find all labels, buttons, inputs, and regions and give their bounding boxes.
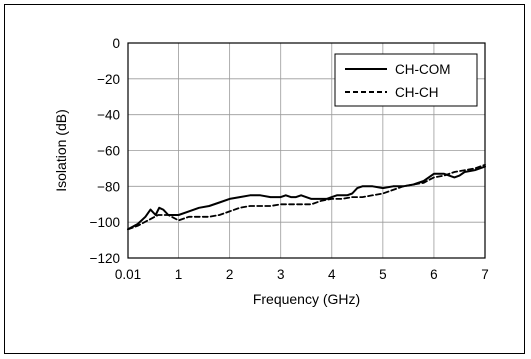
x-tick-label: 6	[430, 267, 438, 282]
y-tick-label: −20	[97, 72, 120, 87]
y-axis-title: Isolation (dB)	[53, 109, 69, 191]
x-tick-label: 2	[226, 267, 234, 282]
x-tick-label: 1	[175, 267, 183, 282]
y-tick-label: −100	[90, 215, 120, 230]
tick-labels: 0.01 1 2 3 4 5 6 7 0 −20 −40 −60 −80 −100 −120	[90, 36, 489, 282]
legend-label-ch-ch: CH-CH	[395, 85, 439, 100]
series-line-ch-ch	[127, 163, 486, 231]
series-layer	[127, 163, 486, 231]
plot-border	[127, 42, 486, 259]
legend-label-ch-com: CH-COM	[395, 62, 451, 77]
legend: CH-COM CH-CH	[334, 53, 478, 107]
y-tick-label: −40	[97, 108, 120, 123]
x-tick-label: 0.01	[115, 267, 141, 282]
y-tick-label: 0	[112, 36, 120, 51]
y-tick-label: −80	[97, 179, 120, 194]
x-tick-label: 3	[277, 267, 285, 282]
legend-box	[334, 53, 478, 107]
x-tick-label: 5	[379, 267, 387, 282]
x-tick-label: 4	[328, 267, 336, 282]
x-tick-label: 7	[481, 267, 489, 282]
x-axis-title: Frequency (GHz)	[253, 291, 360, 307]
y-tick-label: −120	[90, 251, 120, 266]
y-tick-label: −60	[97, 144, 120, 159]
